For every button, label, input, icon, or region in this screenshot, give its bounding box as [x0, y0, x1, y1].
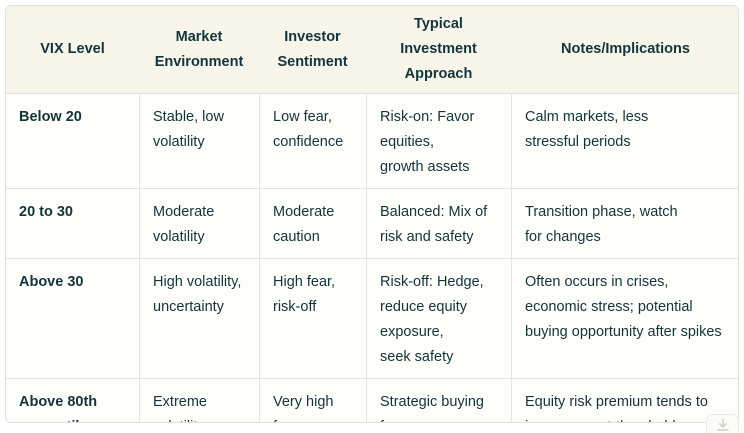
cell-vix-level: Below 20 — [6, 94, 139, 188]
table-row: Above 80th percentile (historically high… — [6, 378, 738, 422]
table-row: Below 20 Stable, low volatility Low fear… — [6, 94, 738, 188]
vix-levels-table: VIX Level Market Environment Investor Se… — [5, 5, 739, 423]
cell-investor-sentiment: High fear, risk-off — [259, 258, 366, 378]
table-header-row: VIX Level Market Environment Investor Se… — [6, 6, 738, 94]
cell-investment-approach: Strategic buying for higher expected fut… — [366, 378, 511, 422]
cell-market-environment: Extreme volatility, stress — [139, 378, 259, 422]
download-icon — [716, 418, 730, 432]
cell-notes: Transition phase, watch for changes — [511, 188, 738, 258]
cell-investment-approach: Balanced: Mix of risk and safety — [366, 188, 511, 258]
cell-investor-sentiment: Very high fear, low liquidity — [259, 378, 366, 422]
column-header-market-environment: Market Environment — [139, 6, 259, 94]
cell-notes: Calm markets, less stressful periods — [511, 94, 738, 188]
column-header-notes-implications: Notes/Implications — [511, 6, 738, 94]
cell-investment-approach: Risk-off: Hedge, reduce equity exposure,… — [366, 258, 511, 378]
cell-market-environment: High volatility, uncertainty — [139, 258, 259, 378]
column-header-vix-level: VIX Level — [6, 6, 139, 94]
column-header-typical-investment-approach: Typical Investment Approach — [366, 6, 511, 94]
cell-investor-sentiment: Low fear, confidence — [259, 94, 366, 188]
column-header-investor-sentiment: Investor Sentiment — [259, 6, 366, 94]
table-row: 20 to 30 Moderate volatility Moderate ca… — [6, 188, 738, 258]
cell-notes: Often occurs in crises, economic stress;… — [511, 258, 738, 378]
cell-investment-approach: Risk-on: Favor equities, growth assets — [366, 94, 511, 188]
cell-investor-sentiment: Moderate caution — [259, 188, 366, 258]
cell-notes: Equity risk premium tends to increase po… — [511, 378, 738, 422]
cell-vix-level: Above 30 — [6, 258, 139, 378]
cell-vix-level: Above 80th percentile (historically high… — [6, 378, 139, 422]
table-row: Above 30 High volatility, uncertainty Hi… — [6, 258, 738, 378]
download-table-button[interactable] — [706, 414, 739, 433]
cell-vix-level: 20 to 30 — [6, 188, 139, 258]
cell-market-environment: Stable, low volatility — [139, 94, 259, 188]
cell-market-environment: Moderate volatility — [139, 188, 259, 258]
